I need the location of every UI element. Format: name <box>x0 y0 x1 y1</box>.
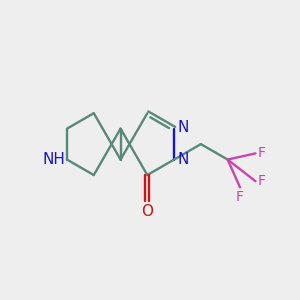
Text: N: N <box>177 120 188 135</box>
Text: F: F <box>258 174 266 188</box>
Text: F: F <box>258 146 266 161</box>
Text: N: N <box>177 152 188 167</box>
Text: O: O <box>141 204 153 219</box>
Text: NH: NH <box>43 152 65 167</box>
Text: F: F <box>236 190 244 204</box>
